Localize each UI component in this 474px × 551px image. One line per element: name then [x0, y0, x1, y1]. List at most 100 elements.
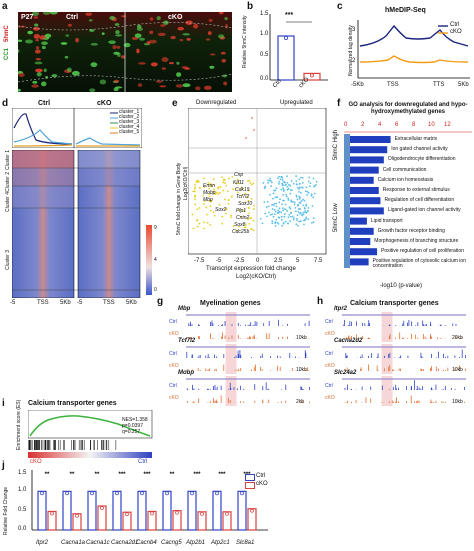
e-point-down	[213, 214, 216, 217]
f-term-label: Calcium ion homeostasis	[377, 176, 434, 183]
d-colorbar	[146, 225, 152, 295]
e-point-up	[296, 219, 298, 222]
scale-label: 10kb	[296, 335, 307, 341]
e-point-down	[247, 180, 249, 182]
e-point-up	[299, 202, 302, 205]
e-point-up	[293, 201, 296, 204]
highlight	[225, 312, 237, 342]
cell-mark	[224, 17, 228, 21]
e-point-down	[225, 208, 228, 211]
cell-mark	[208, 18, 213, 22]
e-point-up	[286, 181, 289, 184]
cell-mark	[186, 37, 191, 41]
e-point-up	[279, 198, 281, 201]
e-point-down	[198, 222, 201, 225]
ctrl-label: Ctrl	[66, 14, 79, 21]
e-point-up	[288, 206, 291, 209]
j-point	[200, 511, 204, 516]
scale-label: 10kb	[452, 367, 463, 373]
e-point-up	[305, 186, 308, 189]
e-point-up	[289, 207, 292, 210]
d-xtick-ctrl-tss: TSS	[37, 300, 49, 306]
d-ctrl-label: Ctrl	[38, 100, 51, 107]
e-point-down	[217, 192, 220, 195]
b-point	[310, 73, 315, 78]
e-point-down	[206, 213, 208, 216]
e-point-up	[307, 210, 309, 213]
e-point-up	[298, 186, 301, 189]
ctrl-track-label: Ctrl	[169, 351, 177, 357]
j-point	[125, 512, 129, 517]
cell-mark	[60, 42, 68, 45]
j-point	[215, 491, 219, 496]
d-cluster3-label: Cluster 3	[5, 249, 11, 270]
e-point-up	[286, 185, 289, 188]
j-legend-cko-swatch	[245, 482, 255, 489]
e-point-up	[269, 177, 272, 180]
j-bar-cko	[222, 511, 232, 531]
e-gene-ermn: Ermn	[203, 183, 215, 189]
f-term-label: Ion gated channel activity	[391, 146, 448, 153]
cell-mark	[41, 41, 48, 46]
e-xlabel2: Log2(cKO/Ctrl)	[236, 274, 277, 280]
f-term-label: Oligodendrocyte differentiation	[387, 156, 456, 163]
e-point-down	[222, 189, 225, 192]
f-hmc-high: 5hmC High	[333, 129, 339, 160]
panel-letter-h: h	[317, 296, 324, 307]
cell-mark	[185, 20, 193, 25]
e-point-up	[301, 181, 304, 184]
f-bar	[350, 156, 384, 164]
e-point-up	[302, 211, 305, 214]
e-point-down	[194, 203, 197, 206]
e-point-up	[280, 215, 283, 218]
d-legend-cluster4: cluster_4	[119, 124, 140, 130]
e-point-down	[244, 224, 247, 226]
e-point-down	[231, 195, 233, 198]
e-point-up	[294, 210, 297, 213]
cell-mark	[116, 45, 121, 49]
e-point-up	[290, 212, 292, 215]
e-point-down	[227, 202, 230, 205]
e-point-down	[218, 203, 221, 206]
e-point-up	[293, 217, 295, 219]
e-point-down	[237, 225, 240, 228]
e-point-up	[289, 192, 292, 195]
e-point-up	[266, 215, 268, 218]
c-xtick-tts: TTS	[433, 82, 445, 88]
j-point	[100, 506, 104, 510]
f-axis-tick-10: 10	[428, 122, 435, 128]
e-xtick-2.5: 2.5	[274, 258, 283, 264]
e-point-up	[312, 196, 315, 199]
e-gene-sox10: Sox10	[238, 201, 253, 207]
e-point-up	[271, 222, 274, 225]
e-point-up	[299, 220, 302, 222]
cell-mark	[136, 24, 142, 29]
i-ctrl-label: Ctrl	[138, 459, 148, 465]
cell-mark	[205, 38, 211, 41]
j-point	[250, 508, 254, 513]
f-bar	[350, 166, 379, 174]
e-point-up	[296, 224, 299, 227]
e-point-up	[273, 208, 276, 211]
ctrl-track-label: Ctrl	[169, 319, 177, 325]
cell-mark	[18, 88, 21, 92]
cko-line	[359, 55, 469, 64]
e-point-down	[202, 194, 205, 197]
cell-mark	[31, 12, 40, 16]
cell-mark	[67, 23, 72, 27]
e-gene-kif11: Kif11	[233, 180, 245, 186]
microscopy-panel: P27 Ctrl cKO	[18, 12, 232, 92]
e-point-up	[287, 222, 290, 225]
e-point-up	[285, 193, 287, 196]
e-point-up	[303, 199, 306, 202]
highlight	[381, 344, 393, 374]
panel-letter-c: c	[337, 1, 343, 12]
c-legend-cko: cKO	[450, 29, 462, 35]
f-axis-tick-4: 4	[378, 122, 382, 128]
f-title: GO analysis for downregulated and hypo-h…	[348, 102, 468, 116]
j-bar-ctrl	[237, 490, 247, 531]
e-point-up	[259, 217, 262, 220]
e-point-up	[300, 200, 303, 202]
f-term-label: Morphogenesis of branching structure	[374, 238, 459, 244]
e-point-down	[212, 178, 215, 181]
